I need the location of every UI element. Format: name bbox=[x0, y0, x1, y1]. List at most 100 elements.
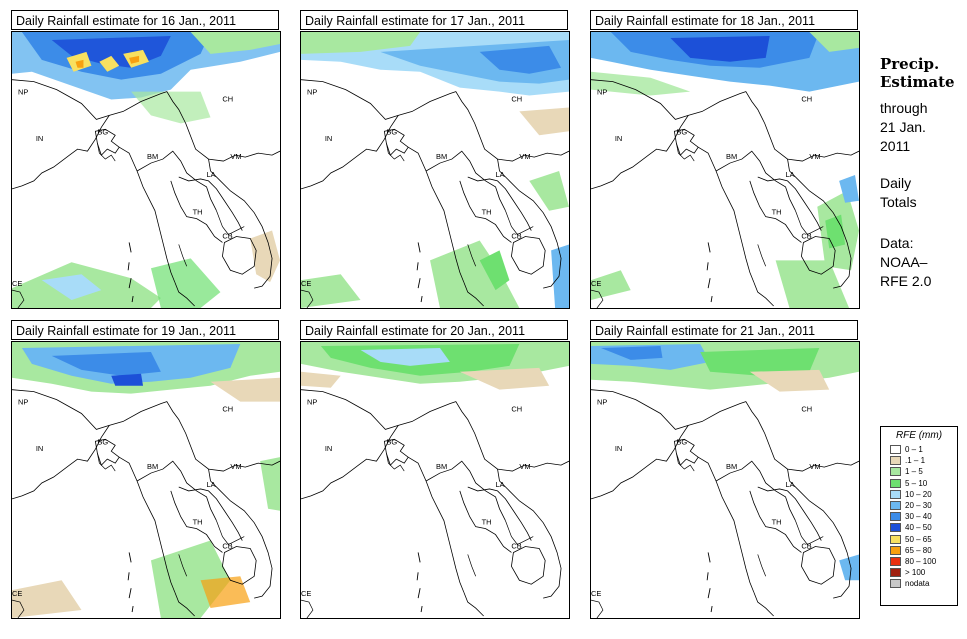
legend-swatch bbox=[890, 512, 901, 522]
legend-item: > 100 bbox=[881, 567, 957, 578]
legend-item: 20 – 30 bbox=[881, 500, 957, 511]
legend-item: 0 – 1 bbox=[881, 444, 957, 455]
legend-item: 80 – 100 bbox=[881, 556, 957, 567]
panel-16-jan: Daily Rainfall estimate for 16 Jan., 201… bbox=[11, 10, 281, 309]
legend-label: 10 – 20 bbox=[905, 489, 932, 499]
legend-item: 10 – 20 bbox=[881, 489, 957, 500]
label-ch: CH bbox=[801, 95, 812, 104]
label-np: NP bbox=[307, 398, 317, 407]
panel-title: Daily Rainfall estimate for 17 Jan., 201… bbox=[300, 10, 568, 30]
label-th: TH bbox=[482, 208, 492, 217]
label-bg: BG bbox=[386, 127, 397, 136]
rainfall-map: NP CH IN BG BM VM LA TH CB CE bbox=[11, 341, 281, 619]
legend-swatch bbox=[890, 445, 901, 455]
label-bg: BG bbox=[97, 127, 108, 136]
heading-line-1: Precip. bbox=[880, 55, 940, 73]
rainfall-map: NP CH IN BG BM VM LA TH CB CE bbox=[300, 31, 570, 309]
period-line-2: 21 Jan. bbox=[880, 119, 926, 135]
label-th: TH bbox=[193, 208, 203, 217]
sidebar-source: Data: NOAA– RFE 2.0 bbox=[880, 234, 931, 291]
legend-item: nodata bbox=[881, 578, 957, 589]
panel-title: Daily Rainfall estimate for 16 Jan., 201… bbox=[11, 10, 279, 30]
label-bm: BM bbox=[436, 152, 447, 161]
label-la: LA bbox=[207, 480, 216, 489]
label-ch: CH bbox=[222, 405, 233, 414]
panel-20-jan: Daily Rainfall estimate for 20 Jan., 201… bbox=[300, 320, 570, 619]
label-ch: CH bbox=[801, 405, 812, 414]
label-th: TH bbox=[482, 518, 492, 527]
rainfall-map: NP CH IN BG BM VM LA TH CB CE bbox=[590, 341, 860, 619]
sidebar-totals: Daily Totals bbox=[880, 174, 917, 212]
label-np: NP bbox=[597, 398, 607, 407]
label-bm: BM bbox=[147, 152, 158, 161]
label-vm: VM bbox=[809, 462, 820, 471]
panel-title: Daily Rainfall estimate for 19 Jan., 201… bbox=[11, 320, 279, 340]
label-in: IN bbox=[615, 134, 622, 143]
legend-item: 40 – 50 bbox=[881, 522, 957, 533]
period-line-1: through bbox=[880, 100, 928, 116]
label-cb: CB bbox=[222, 231, 232, 240]
legend-swatch bbox=[890, 489, 901, 499]
label-ce: CE bbox=[591, 279, 601, 288]
legend-item: .1 – 1 bbox=[881, 455, 957, 466]
label-vm: VM bbox=[230, 462, 241, 471]
label-vm: VM bbox=[809, 152, 820, 161]
legend-item: 5 – 10 bbox=[881, 478, 957, 489]
label-bm: BM bbox=[726, 462, 737, 471]
label-la: LA bbox=[786, 170, 795, 179]
label-bg: BG bbox=[97, 437, 108, 446]
source-line-1: Data: bbox=[880, 235, 914, 251]
legend-swatch bbox=[890, 579, 901, 589]
legend-label: 1 – 5 bbox=[905, 467, 923, 477]
legend-swatch bbox=[890, 456, 901, 466]
legend-label: .1 – 1 bbox=[905, 456, 926, 466]
label-ch: CH bbox=[511, 95, 522, 104]
label-ce: CE bbox=[12, 589, 22, 598]
label-in: IN bbox=[325, 444, 332, 453]
legend-swatch bbox=[890, 467, 901, 477]
legend-label: > 100 bbox=[905, 568, 926, 578]
label-np: NP bbox=[597, 88, 607, 97]
panel-17-jan: Daily Rainfall estimate for 17 Jan., 201… bbox=[300, 10, 570, 309]
panel-19-jan: Daily Rainfall estimate for 19 Jan., 201… bbox=[11, 320, 281, 619]
label-np: NP bbox=[18, 88, 28, 97]
rainfall-map: NP CH IN BG BM VM LA TH CB CE bbox=[300, 341, 570, 619]
legend-swatch bbox=[890, 568, 901, 578]
source-line-2: NOAA– bbox=[880, 254, 928, 270]
label-la: LA bbox=[496, 480, 505, 489]
rainfall-map: NP CH IN BG BM VM LA TH CB CE bbox=[590, 31, 860, 309]
legend-label: 20 – 30 bbox=[905, 501, 932, 511]
legend-label: 50 – 65 bbox=[905, 534, 932, 544]
label-th: TH bbox=[772, 208, 782, 217]
rainfall-map: NP CH IN BG BM VM LA TH CB CE bbox=[11, 31, 281, 309]
label-ce: CE bbox=[301, 589, 311, 598]
heading-line-2: Estimate bbox=[880, 73, 955, 91]
label-vm: VM bbox=[519, 152, 530, 161]
label-la: LA bbox=[207, 170, 216, 179]
legend-item: 1 – 5 bbox=[881, 466, 957, 477]
legend-item: 65 – 80 bbox=[881, 545, 957, 556]
legend-swatch bbox=[890, 545, 901, 555]
legend-swatch bbox=[890, 523, 901, 533]
label-cb: CB bbox=[222, 541, 232, 550]
legend-label: 5 – 10 bbox=[905, 478, 928, 488]
label-ch: CH bbox=[511, 405, 522, 414]
label-vm: VM bbox=[230, 152, 241, 161]
panel-title: Daily Rainfall estimate for 20 Jan., 201… bbox=[300, 320, 568, 340]
legend-swatch bbox=[890, 478, 901, 488]
legend-swatch bbox=[890, 534, 901, 544]
label-ce: CE bbox=[301, 279, 311, 288]
label-bg: BG bbox=[386, 437, 397, 446]
legend-label: 40 – 50 bbox=[905, 523, 932, 533]
label-ch: CH bbox=[222, 95, 233, 104]
label-bg: BG bbox=[676, 127, 687, 136]
legend-item: 50 – 65 bbox=[881, 534, 957, 545]
sidebar-heading: Precip. Estimate bbox=[880, 55, 955, 91]
label-bm: BM bbox=[436, 462, 447, 471]
label-in: IN bbox=[615, 444, 622, 453]
label-bm: BM bbox=[147, 462, 158, 471]
legend-title: RFE (mm) bbox=[895, 430, 943, 441]
label-in: IN bbox=[325, 134, 332, 143]
period-line-3: 2011 bbox=[880, 138, 911, 154]
